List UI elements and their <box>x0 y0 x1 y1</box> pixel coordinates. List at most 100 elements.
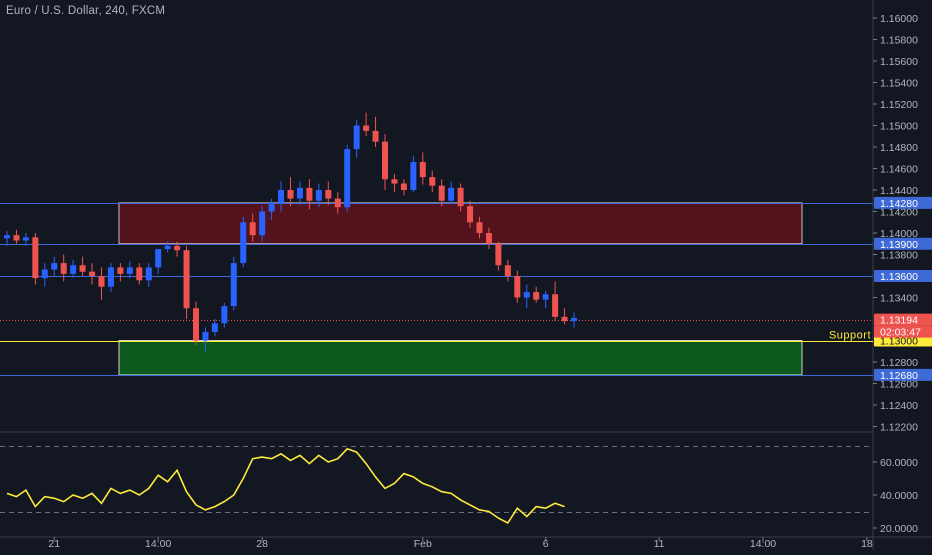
level-price-badge-text: 1.14280 <box>880 198 918 210</box>
candle-body <box>391 179 398 184</box>
price-tick-label: 1.14600 <box>880 164 918 176</box>
price-tick-label: 1.15200 <box>880 99 918 111</box>
candle-body <box>126 267 133 274</box>
candle <box>448 181 455 203</box>
candle <box>495 241 502 271</box>
price-tick-label: 1.13800 <box>880 250 918 262</box>
candle-body <box>259 211 266 236</box>
candle <box>183 245 190 319</box>
candle-body <box>4 235 10 239</box>
support-price-badge-text: 1.13000 <box>880 336 918 348</box>
candle-body <box>107 267 114 287</box>
candle <box>240 216 247 268</box>
candle-body <box>296 187 303 199</box>
candle-body <box>32 237 39 279</box>
candle <box>429 170 436 193</box>
candle-body <box>22 237 29 241</box>
time-tick-label: 11 <box>654 538 665 550</box>
candle <box>268 198 275 221</box>
candle-body <box>476 222 483 233</box>
candle <box>372 116 379 147</box>
horizontal-levels: Support <box>0 203 873 376</box>
candle <box>249 213 256 242</box>
candle <box>504 259 511 282</box>
time-tick-label: 28 <box>256 538 268 550</box>
price-tick-label: 1.12800 <box>880 357 918 369</box>
candle-body <box>306 187 313 201</box>
candle-body <box>467 206 474 223</box>
candle <box>107 263 114 293</box>
candle <box>164 241 171 253</box>
candle-body <box>211 323 218 332</box>
candle <box>382 134 388 190</box>
support-zone <box>118 340 803 376</box>
current-price-badge-text: 1.13194 <box>880 315 918 327</box>
candle-body <box>202 331 209 341</box>
candle-body <box>287 190 294 199</box>
time-tick-label: 6 <box>543 538 549 550</box>
candle <box>438 179 445 207</box>
candle <box>410 155 417 193</box>
candle-body <box>174 245 181 251</box>
candle <box>561 308 568 325</box>
candle <box>126 260 133 279</box>
candle-body <box>155 249 162 268</box>
candle <box>363 112 370 137</box>
candle <box>136 263 143 285</box>
candle <box>334 192 341 214</box>
candle <box>145 263 152 287</box>
candle-body <box>193 308 199 341</box>
price-tick-label: 1.15000 <box>880 121 918 133</box>
chart-title: Euro / U.S. Dollar, 240, FXCM <box>6 5 166 17</box>
candle <box>41 263 48 287</box>
level-price-badge-text: 1.13900 <box>880 239 918 251</box>
candle-body <box>268 202 275 212</box>
candle-body <box>485 233 492 244</box>
candle-body <box>117 267 124 274</box>
candle <box>211 319 218 337</box>
candle <box>174 241 181 257</box>
candle <box>70 259 77 279</box>
candle <box>485 227 492 250</box>
price-tick-label: 1.14000 <box>880 228 918 240</box>
level-price-badge-bg <box>874 368 932 381</box>
candle <box>193 301 199 345</box>
candle-body <box>145 267 152 281</box>
oscillator-line <box>6 447 565 525</box>
price-zones <box>118 202 803 376</box>
candle <box>514 270 521 303</box>
candle-body <box>240 222 247 264</box>
candle <box>117 263 124 282</box>
candle <box>296 181 303 206</box>
candle <box>4 230 10 246</box>
candle-body <box>325 190 332 199</box>
candle-body <box>315 190 322 201</box>
oscillator-tick-label: 40.0000 <box>880 490 918 502</box>
level-price-badge: 1.13900 <box>874 237 932 251</box>
candle-body <box>249 222 256 236</box>
candle-body <box>363 125 370 131</box>
candle-body <box>429 177 436 186</box>
candle <box>22 233 29 246</box>
price-axis[interactable]: 1.16000 1.15800 1.15600 1.15400 1.15200 1.150… <box>873 13 918 535</box>
candle <box>419 152 426 185</box>
current-price-badge: 1.13194 <box>874 313 932 327</box>
candle-body <box>183 250 190 309</box>
candle-body <box>372 130 379 142</box>
candle-body <box>514 276 521 298</box>
candle-body <box>523 292 530 298</box>
candle <box>344 144 351 212</box>
price-tick-label: 1.12600 <box>880 379 918 391</box>
candle-body <box>353 125 360 150</box>
candle-body <box>382 141 388 180</box>
candle-body <box>571 317 577 322</box>
candle <box>533 286 540 303</box>
candle <box>155 249 162 274</box>
level-price-badge-bg <box>874 196 932 209</box>
candle <box>325 181 332 206</box>
candle-body <box>542 294 549 300</box>
price-tick-label: 1.12400 <box>880 400 918 412</box>
